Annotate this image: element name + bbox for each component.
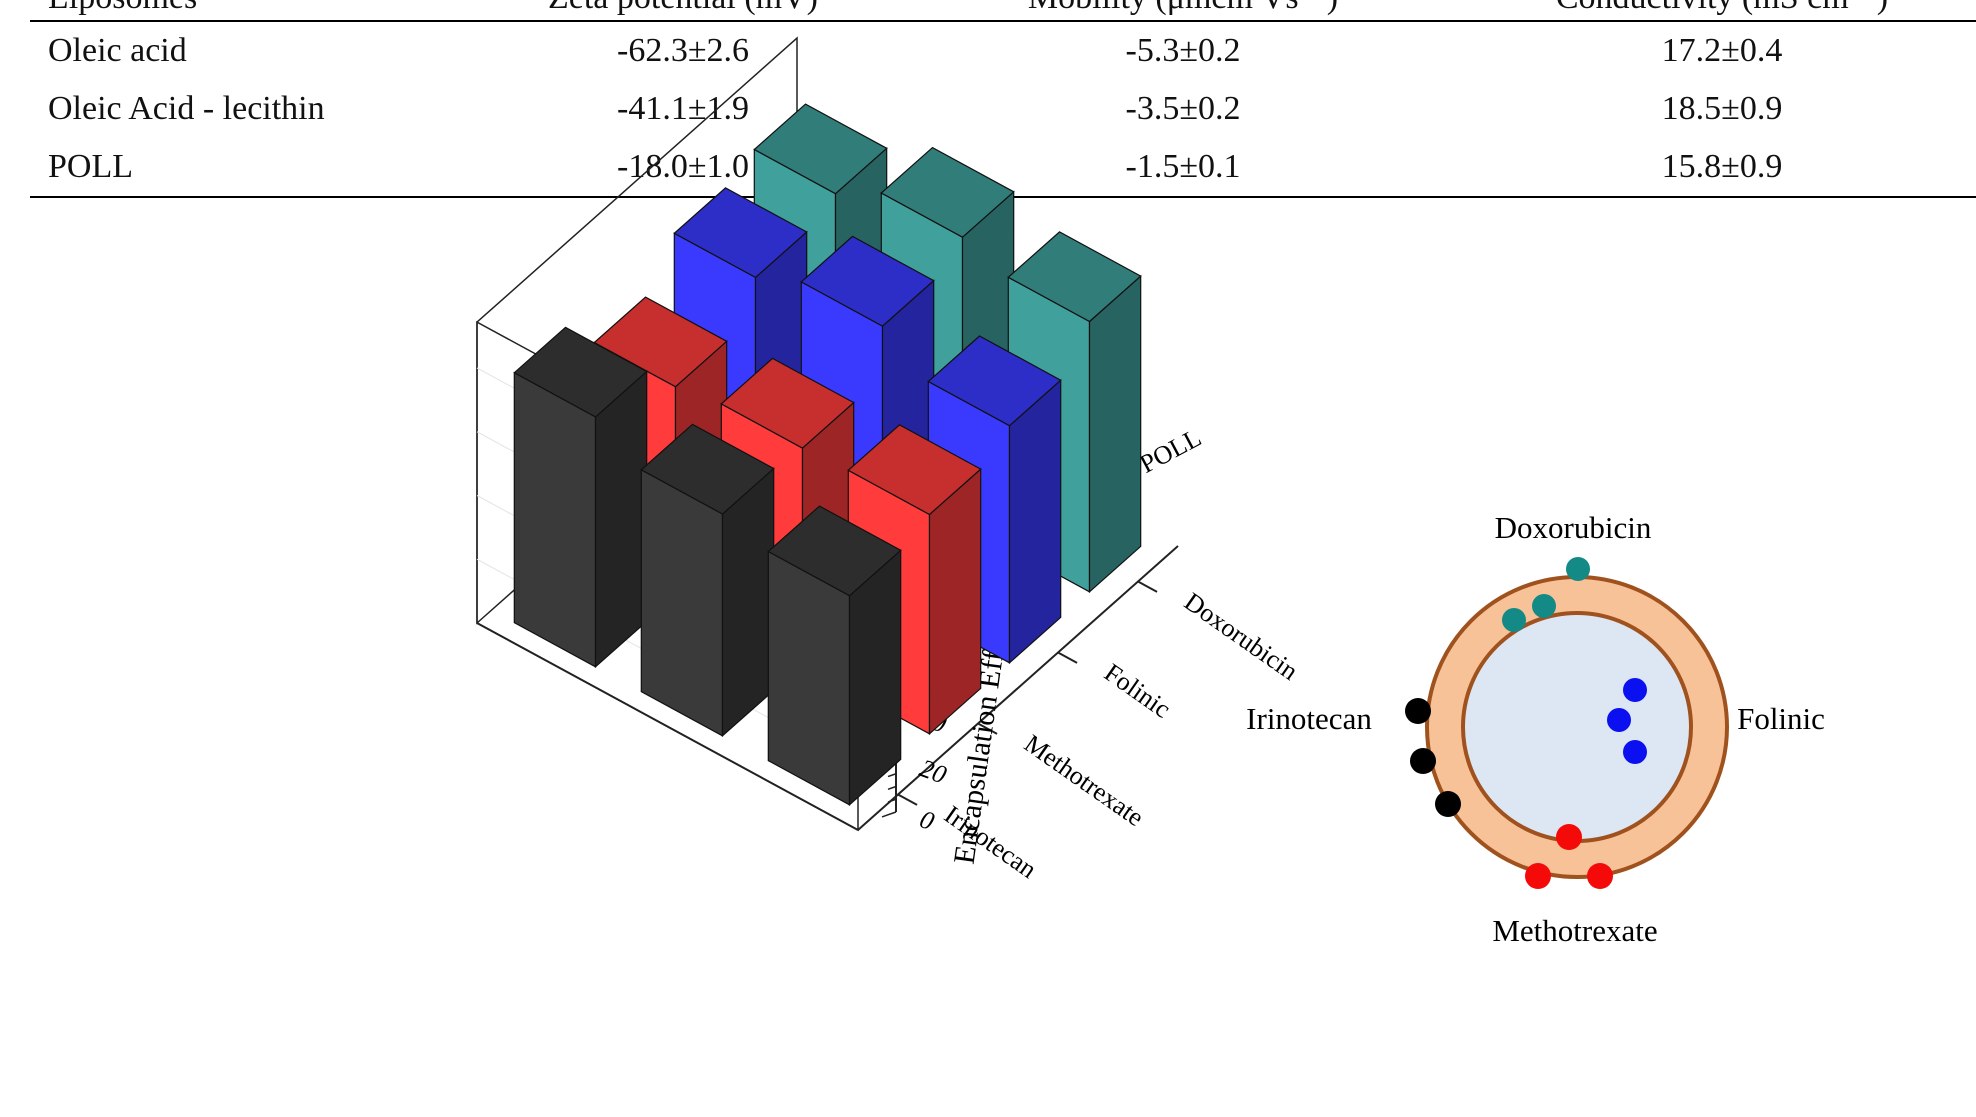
bar-top-face — [673, 187, 808, 279]
z-tick — [887, 785, 897, 791]
table-cell: -62.3±2.6 — [617, 32, 749, 69]
z-tick-label: 0 — [916, 804, 938, 836]
irinotecan-dot — [1410, 748, 1436, 774]
table-header-cell: Mobility (μmcm Vs⁻¹) — [898, 0, 1468, 21]
bar-right-face — [513, 371, 597, 668]
bar-top-face — [753, 103, 888, 195]
bar-front-face — [928, 467, 982, 736]
table-row: Oleic Acid - lecithin -41.1±1.9 -3.5±0.2 18… — [30, 80, 1976, 138]
methotrexate-dot — [1525, 863, 1551, 889]
table-header-cell: Zeta potential (mV) — [468, 0, 898, 21]
table-header-row: LiposomesZeta potential (mV)Mobility (μm… — [30, 0, 1976, 21]
y-tick — [1137, 580, 1158, 593]
table-cell: -3.5±0.2 — [1125, 90, 1241, 127]
table-cell: Oleic acid — [48, 32, 187, 69]
bar-front-face — [1008, 378, 1062, 665]
table-cell: -1.5±0.1 — [1125, 148, 1241, 185]
y-tick-label: Folinic — [1099, 658, 1176, 724]
y-tick — [897, 793, 918, 806]
x-axis-line — [476, 622, 859, 831]
y-axis-line — [857, 545, 1179, 831]
table-cell: Oleic Acid - lecithin — [48, 90, 325, 127]
doxorubicin-dot — [1532, 594, 1556, 618]
bar-top-face — [720, 357, 855, 449]
bar-front-face — [1088, 274, 1142, 594]
y-tick-label: Doxorubicin — [1179, 587, 1303, 686]
table-cell: -5.3±0.2 — [1125, 32, 1241, 69]
table-row: Oleic acid -62.3±2.6 -5.3±0.2 17.2±0.4 — [30, 21, 1976, 80]
z-tick — [887, 773, 897, 778]
bar-front-face — [721, 467, 775, 738]
doxorubicin-dot — [1502, 608, 1526, 632]
y-tick — [977, 722, 998, 735]
y-tick-label: Methotrexate — [1019, 729, 1149, 832]
encapsulation-3d-bar-chart: POLLOleic Acid -lecithinOleic acidIrinot… — [476, 36, 1303, 884]
irinotecan-label: Irinotecan — [1246, 701, 1372, 736]
z-tick — [887, 798, 897, 803]
z-tick-label: 20 — [916, 753, 950, 789]
doxorubicin-dot — [1566, 557, 1590, 581]
table-cell: 17.2±0.4 — [1661, 32, 1783, 69]
bar-right-face — [640, 468, 724, 737]
table-header-cell: Liposomes — [30, 0, 468, 21]
irinotecan-dot — [1435, 791, 1461, 817]
methotrexate-label: Methotrexate — [1492, 913, 1657, 948]
bar-top-face — [767, 505, 902, 597]
table-cell: 15.8±0.9 — [1661, 148, 1783, 185]
bar-front-face — [594, 370, 648, 669]
methotrexate-dot — [1556, 824, 1582, 850]
y-tick — [1057, 651, 1078, 664]
methotrexate-dot — [1587, 863, 1613, 889]
folinic-label: Folinic — [1737, 701, 1825, 736]
bar-top-face — [847, 424, 982, 516]
table-cell: 18.5±0.9 — [1661, 90, 1783, 127]
bar-top-face — [1007, 231, 1142, 323]
bar-top-face — [640, 423, 775, 515]
irinotecan-dot — [1405, 698, 1431, 724]
table-cell: -41.1±1.9 — [617, 90, 749, 127]
table-cell: POLL — [48, 148, 133, 185]
x-tick-label: POLL — [1135, 423, 1206, 479]
bar-top-face — [880, 146, 1015, 238]
bar-top-face — [800, 235, 935, 327]
liposome-diagram: Doxorubicin Irinotecan Folinic Methotrex… — [1246, 510, 1825, 948]
liposome-core — [1461, 611, 1693, 843]
folinic-dot — [1623, 740, 1647, 764]
table-header-cell: Conductivity (mS cm⁻¹) — [1468, 0, 1976, 21]
bar-top-face — [927, 335, 1062, 427]
z-tick — [881, 811, 897, 818]
folinic-dot — [1623, 678, 1647, 702]
liposome-properties-table: LiposomesZeta potential (mV)Mobility (μm… — [30, 0, 1976, 198]
doxorubicin-label: Doxorubicin — [1495, 510, 1652, 545]
folinic-dot — [1607, 708, 1631, 732]
bar-top-face — [513, 326, 648, 418]
